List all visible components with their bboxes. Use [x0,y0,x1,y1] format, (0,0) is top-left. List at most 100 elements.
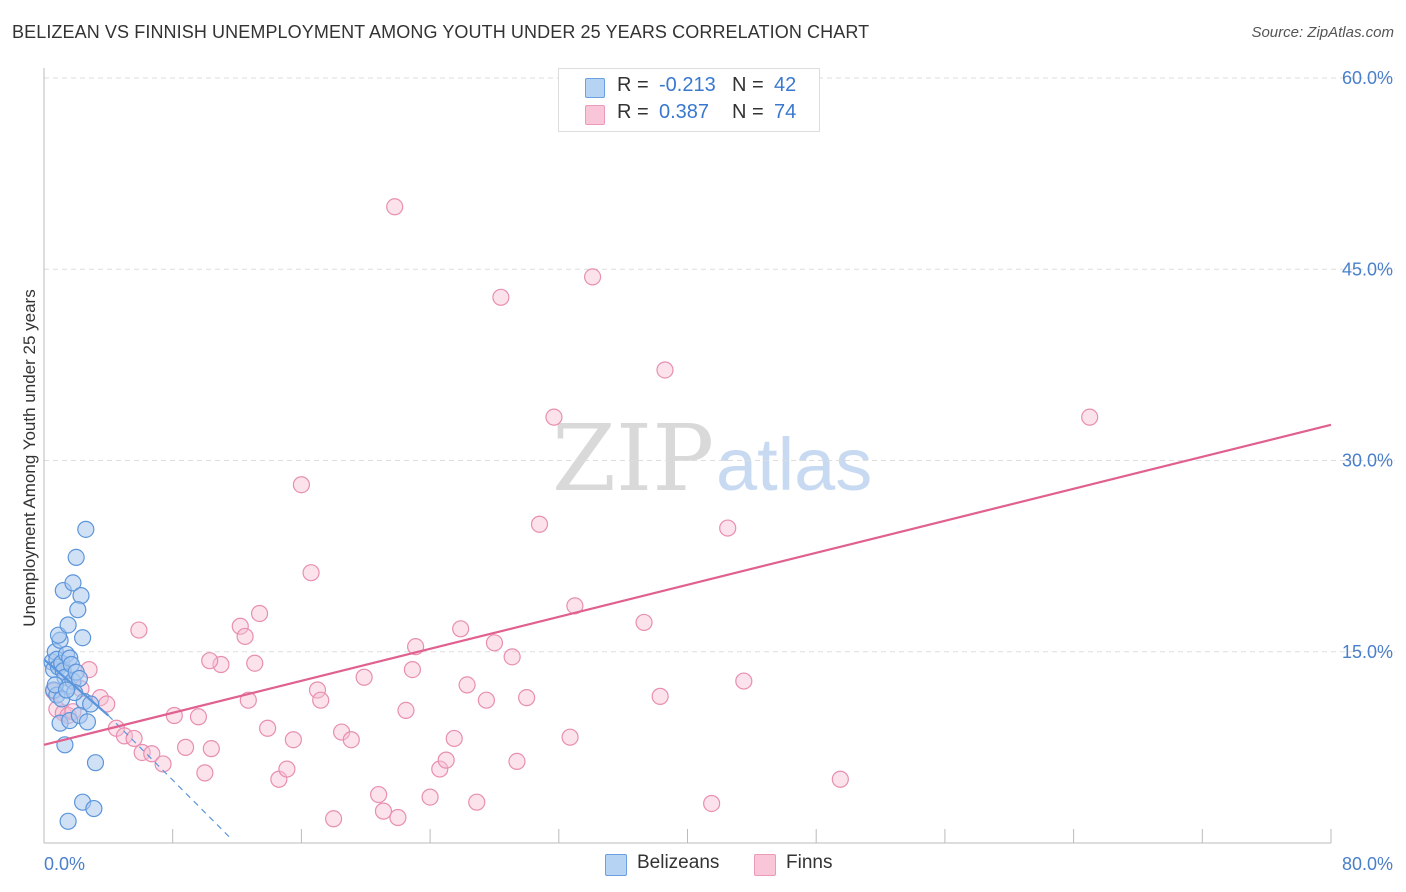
finns-point [312,691,330,709]
finns-legend-label: Finns [786,852,833,873]
belizeans-point [85,799,103,818]
finns-point [236,627,254,646]
finns-point [492,288,510,306]
trend-lines [43,423,1332,838]
finns-point [508,752,526,771]
finns-point [561,728,579,746]
finns-point [250,604,269,623]
belizeans-point [78,713,97,731]
finns-point [154,755,172,773]
finns-point [703,794,721,813]
r-label: R = [617,101,649,123]
finns-point [125,729,143,748]
n-label: N = [732,101,764,123]
belizeans-point [57,681,76,699]
belizeans-point [77,520,95,538]
finns-point [246,654,264,672]
finns-point [831,770,849,788]
stats-legend: R = -0.213 N = 42 R = 0.387 N = 74 [558,68,820,132]
watermark: ZIP atlas [552,405,872,512]
stats-row-belizeans: R = -0.213 N = 42 [559,74,819,100]
finns-n-value: 74 [774,101,797,123]
finns-point [370,785,388,804]
finns-point [445,729,463,748]
watermark-zip: ZIP [552,405,714,512]
finns-point [458,676,476,694]
n-label: N = [732,74,764,96]
finns-point [374,802,393,820]
belizeans-trend-line [43,658,110,717]
finns-point [431,760,449,778]
finns-point [452,620,470,638]
finns-point [308,681,327,699]
finns-point [130,621,148,639]
x-ticks [172,829,1332,843]
belizeans-point [82,695,100,713]
belizeans-point [69,601,87,619]
x-tick-label-0: 0.0% [44,854,85,874]
finns-point [176,738,195,756]
finns-point [719,519,737,537]
finns-point [468,793,486,811]
finns-point [437,751,455,769]
belizeans-legend-label: Belizeans [637,852,720,873]
finns-point [189,708,208,726]
finns-point [397,701,415,720]
finns-point [403,660,422,679]
finns-point [545,408,563,426]
belizeans-point [59,616,77,634]
y-tick-label-30: 30.0% [1342,451,1393,471]
finns-point [386,198,404,216]
finns-point [278,760,296,778]
finns-point [239,691,257,709]
finns-point [324,810,343,828]
finns-r-value: 0.387 [659,101,710,123]
finns-point [212,655,230,674]
r-label: R = [617,74,649,96]
finns-point [202,740,220,758]
finns-point [635,613,653,632]
finns-point [656,361,674,379]
finns-point [292,476,310,494]
belizeans-legend-swatch [605,854,627,876]
source-label: Source: ZipAtlas.com [1251,24,1394,41]
y-tick-label-60: 60.0% [1342,68,1393,88]
finns-point [735,672,753,690]
gridlines [44,77,1395,653]
finns-point [231,617,249,635]
belizeans-point [59,812,77,830]
y-tick-label-15: 15.0% [1342,642,1393,662]
finns-point [201,652,219,670]
finns-point [143,745,161,763]
finns-point [355,668,373,686]
finns-point [1081,408,1099,426]
belizeans-swatch [585,78,605,98]
finns-point [421,788,439,806]
belizeans-point [74,629,92,647]
finns-point [518,689,536,707]
belizeans-point [86,754,105,772]
belizeans-r-value: -0.213 [659,74,716,96]
belizeans-points [43,520,105,830]
belizeans-point [64,574,82,592]
finns-point [389,808,407,827]
belizeans-point [67,548,85,567]
finns-point [196,764,214,782]
belizeans-point [72,587,90,605]
y-tick-labels: 15.0% 30.0% 45.0% 60.0% [1342,68,1393,662]
finns-point [342,731,360,749]
y-tick-label-45: 45.0% [1342,259,1393,279]
x-tick-label-80: 80.0% [1342,854,1393,874]
finns-point [284,731,302,749]
finns-trend-line [43,423,1332,746]
finns-point [485,634,504,652]
finns-point [503,648,521,666]
watermark-atlas: atlas [716,423,872,506]
finns-legend-swatch [754,854,776,876]
finns-point [115,727,134,745]
finns-point [477,691,496,709]
finns-swatch [585,105,605,125]
stats-row-finns: R = 0.387 N = 74 [559,101,819,127]
finns-point [259,719,277,737]
